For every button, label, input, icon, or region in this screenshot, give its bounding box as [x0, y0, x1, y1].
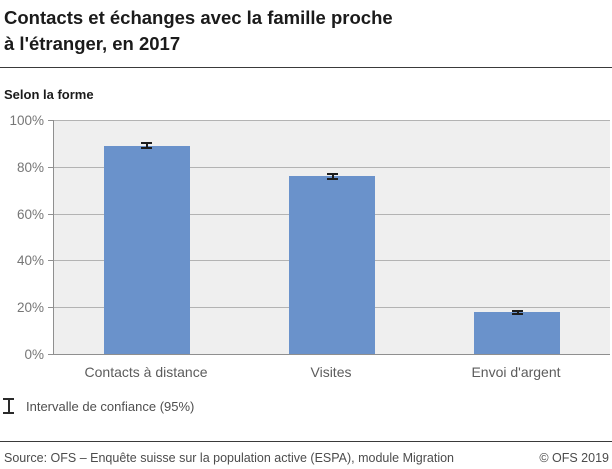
- x-category-label-envoi-d-argent: Envoi d'argent: [471, 364, 561, 380]
- page-title: Contacts et échanges avec la famille pro…: [4, 5, 604, 57]
- footer: Source: OFS – Enquête suisse sur la popu…: [4, 451, 609, 465]
- y-tick-mark-100: [48, 120, 53, 121]
- bar-chart: 0% 20% 40% 60% 80% 100% Contacts à distance Vi…: [0, 113, 612, 390]
- error-bar-icon: [3, 398, 14, 414]
- y-tick-mark-20: [48, 307, 53, 308]
- gridline-100: [54, 120, 610, 121]
- y-tick-mark-40: [48, 260, 53, 261]
- footer-divider: [0, 441, 612, 442]
- copyright-text: © OFS 2019: [539, 451, 609, 465]
- gridline-80: [54, 167, 610, 168]
- page-title-line1: Contacts et échanges avec la famille pro…: [4, 7, 393, 28]
- error-bar-contacts-a-distance: [141, 142, 152, 149]
- y-tick-label-0: 0%: [24, 347, 44, 362]
- error-bar-visites: [327, 173, 338, 180]
- x-category-label-visites: Visites: [310, 364, 352, 380]
- chart-subtitle: Selon la forme: [4, 87, 94, 102]
- source-text: Source: OFS – Enquête suisse sur la popu…: [4, 451, 454, 465]
- y-tick-mark-60: [48, 214, 53, 215]
- bar-visites: [289, 176, 375, 354]
- error-bar-envoi-d-argent: [512, 310, 523, 315]
- x-category-label-contacts-a-distance: Contacts à distance: [84, 364, 208, 380]
- title-divider: [0, 67, 612, 68]
- plot-area: [53, 120, 610, 355]
- y-tick-label-60: 60%: [16, 207, 44, 222]
- y-tick-label-100: 100%: [9, 113, 44, 128]
- page-title-line2: à l'étranger, en 2017: [4, 33, 181, 54]
- legend-label: Intervalle de confiance (95%): [26, 398, 195, 414]
- y-tick-label-20: 20%: [16, 300, 44, 315]
- legend: Intervalle de confiance (95%): [3, 397, 194, 415]
- y-tick-label-80: 80%: [16, 160, 44, 175]
- bar-envoi-d-argent: [474, 312, 560, 354]
- bar-contacts-a-distance: [104, 146, 190, 354]
- y-tick-mark-0: [48, 354, 53, 355]
- y-tick-label-40: 40%: [16, 253, 44, 268]
- y-tick-mark-80: [48, 167, 53, 168]
